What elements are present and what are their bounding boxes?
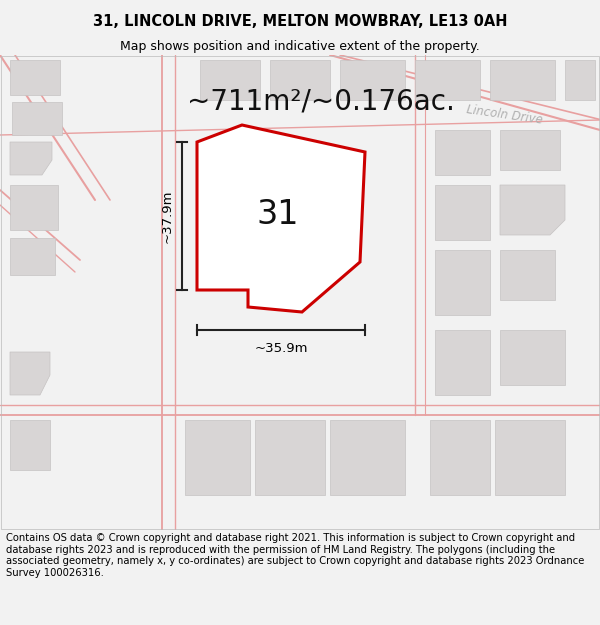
Polygon shape (10, 238, 55, 275)
Text: ~711m²/~0.176ac.: ~711m²/~0.176ac. (187, 87, 455, 115)
Polygon shape (565, 60, 595, 100)
Polygon shape (10, 420, 50, 470)
Polygon shape (197, 125, 365, 312)
Text: ~35.9m: ~35.9m (254, 342, 308, 355)
Text: Map shows position and indicative extent of the property.: Map shows position and indicative extent… (120, 39, 480, 52)
Polygon shape (435, 250, 490, 315)
Polygon shape (185, 420, 250, 495)
Polygon shape (10, 185, 58, 230)
Polygon shape (490, 60, 555, 100)
Polygon shape (500, 130, 560, 170)
Polygon shape (435, 185, 490, 240)
Polygon shape (500, 185, 565, 235)
Polygon shape (435, 130, 490, 175)
Polygon shape (495, 420, 565, 495)
Text: 31: 31 (257, 199, 299, 231)
Polygon shape (12, 102, 62, 135)
Polygon shape (430, 420, 490, 495)
Polygon shape (10, 60, 60, 95)
Text: 31, LINCOLN DRIVE, MELTON MOWBRAY, LE13 0AH: 31, LINCOLN DRIVE, MELTON MOWBRAY, LE13 … (93, 14, 507, 29)
Polygon shape (500, 250, 555, 300)
Polygon shape (10, 352, 50, 395)
Polygon shape (500, 330, 565, 385)
Polygon shape (415, 60, 480, 100)
Polygon shape (435, 330, 490, 395)
Polygon shape (200, 60, 260, 100)
Text: Lincoln Drive: Lincoln Drive (466, 103, 544, 127)
Text: ~37.9m: ~37.9m (161, 189, 174, 242)
Polygon shape (340, 60, 405, 100)
Polygon shape (255, 420, 325, 495)
Polygon shape (270, 60, 330, 100)
Polygon shape (10, 142, 52, 175)
Text: Contains OS data © Crown copyright and database right 2021. This information is : Contains OS data © Crown copyright and d… (6, 533, 584, 578)
Polygon shape (330, 420, 405, 495)
